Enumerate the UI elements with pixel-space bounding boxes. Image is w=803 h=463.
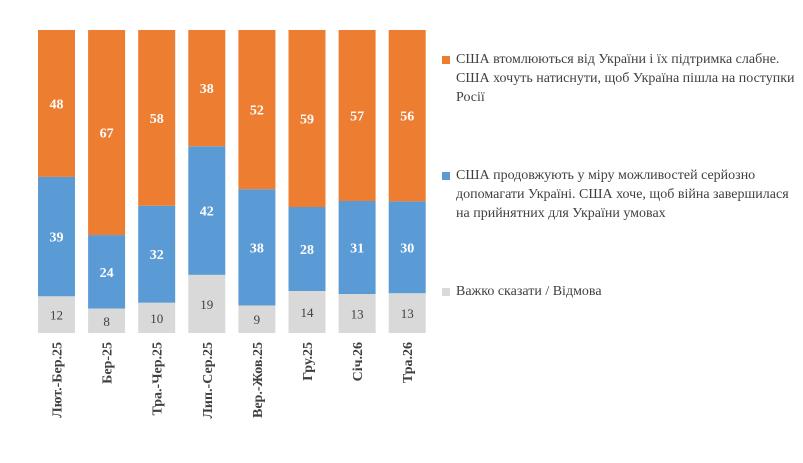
bar-segment-pressure-5 <box>288 30 326 207</box>
data-label-support-0: 39 <box>50 231 64 246</box>
legend-swatch-gray <box>442 288 450 296</box>
data-label-support-1: 24 <box>100 266 114 281</box>
bar-segment-pressure-2 <box>138 30 176 206</box>
bar-segment-hard-to-say-5 <box>288 291 326 333</box>
data-label-support-5: 28 <box>300 243 314 258</box>
data-label-hard-to-say-1: 8 <box>103 314 110 329</box>
data-label-support-6: 31 <box>350 242 364 257</box>
data-label-pressure-2: 58 <box>150 112 164 127</box>
category-label-0: Лют.-Бер.25 <box>51 342 66 418</box>
data-label-support-7: 30 <box>400 241 414 256</box>
category-label-5: Гру.25 <box>301 342 316 381</box>
bar-segment-support-5 <box>288 207 326 291</box>
category-label-7: Тра.26 <box>401 342 416 383</box>
data-label-hard-to-say-0: 12 <box>50 308 63 323</box>
data-label-hard-to-say-5: 14 <box>301 305 315 320</box>
bar-segment-support-4 <box>238 189 276 306</box>
stacked-bar-chart: 12 39 48 Лют.-Бер.25 8 24 67 Бер-25 10 32 58 Тра.-Ч… <box>38 30 426 419</box>
data-label-hard-to-say-4: 9 <box>254 312 261 327</box>
bar-segment-pressure-7 <box>388 30 426 202</box>
data-label-pressure-3: 38 <box>200 82 214 97</box>
legend-item-support: США продовжують у міру можливостей серйо… <box>442 166 797 223</box>
data-label-hard-to-say-3: 19 <box>200 297 213 312</box>
bar-segment-hard-to-say-1 <box>88 308 126 333</box>
legend-label-pressure: США втомлюються від України і їх підтрим… <box>456 52 795 105</box>
legend-label-support: США продовжують у міру можливостей серйо… <box>456 168 789 221</box>
data-label-support-4: 38 <box>250 241 264 256</box>
bar-segment-pressure-6 <box>338 30 376 201</box>
bar-segment-support-6 <box>338 201 376 294</box>
bar-segment-hard-to-say-7 <box>388 293 426 333</box>
bar-segment-pressure-1 <box>88 30 126 236</box>
legend-item-pressure: США втомлюються від України і їх підтрим… <box>442 50 797 107</box>
data-label-pressure-5: 59 <box>300 113 314 128</box>
bar-segment-support-7 <box>388 201 426 294</box>
bar-segment-support-3 <box>188 146 226 275</box>
bar-segment-pressure-0 <box>38 30 75 177</box>
category-label-3: Лип.-Сер.25 <box>201 342 216 419</box>
legend-item-hard-to-say: Важко сказати / Відмова <box>442 282 797 301</box>
data-label-pressure-6: 57 <box>350 110 364 125</box>
bar-segment-hard-to-say-3 <box>188 274 226 333</box>
data-label-hard-to-say-2: 10 <box>150 311 163 326</box>
data-label-pressure-4: 52 <box>250 104 264 119</box>
data-label-pressure-7: 56 <box>400 110 414 125</box>
category-label-4: Вер.-Жов.25 <box>251 342 266 418</box>
category-label-2: Тра.-Чер.25 <box>151 342 166 416</box>
legend-swatch-blue <box>442 172 450 180</box>
bar-segment-hard-to-say-6 <box>338 294 376 333</box>
data-label-hard-to-say-6: 13 <box>351 307 364 322</box>
bar-segment-hard-to-say-4 <box>238 305 276 333</box>
bar-segment-pressure-4 <box>238 30 276 190</box>
data-label-pressure-0: 48 <box>50 97 64 112</box>
data-label-hard-to-say-7: 13 <box>401 306 414 321</box>
category-label-6: Січ.26 <box>351 342 366 381</box>
bar-segment-pressure-3 <box>188 30 226 147</box>
legend-swatch-orange <box>442 56 450 64</box>
bar-segment-support-2 <box>138 205 176 303</box>
data-label-support-2: 32 <box>150 248 164 263</box>
bar-segment-hard-to-say-0 <box>38 296 75 333</box>
data-label-support-3: 42 <box>200 205 214 220</box>
data-label-pressure-1: 67 <box>100 127 114 142</box>
legend-label-hard-to-say: Важко сказати / Відмова <box>456 284 602 299</box>
bar-segment-hard-to-say-2 <box>138 302 176 333</box>
bar-segment-support-1 <box>88 235 126 309</box>
category-label-1: Бер-25 <box>101 342 116 384</box>
bar-segment-support-0 <box>38 176 75 297</box>
